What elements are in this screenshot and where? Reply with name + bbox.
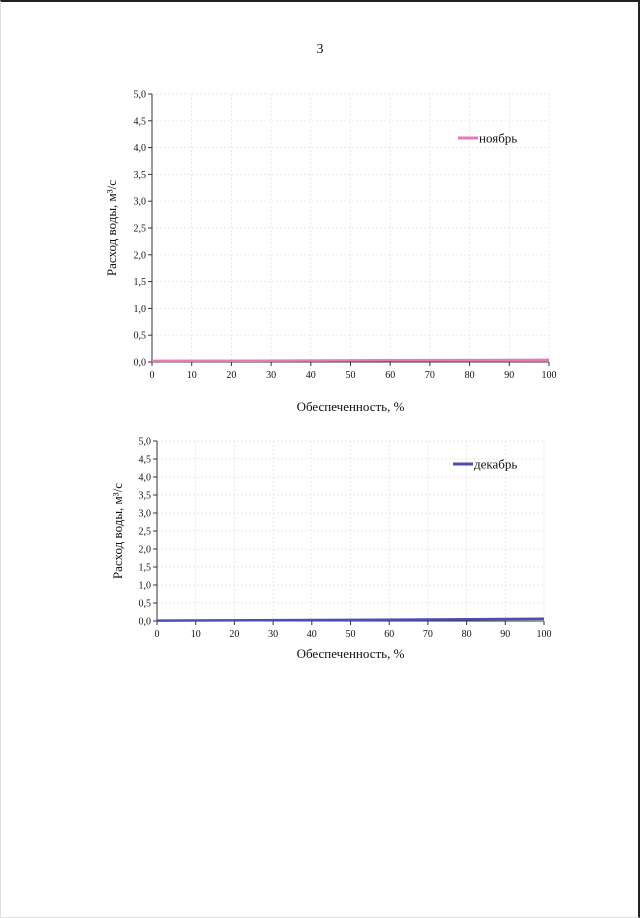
x-tick-label: 30 xyxy=(268,629,278,640)
x-axis-title: Обеспеченность, % xyxy=(297,399,405,414)
x-tick-label: 50 xyxy=(346,370,356,381)
x-tick-labels: 0 10 20 30 40 50 60 70 80 90 100 xyxy=(150,362,557,381)
x-tick-label: 100 xyxy=(542,370,557,381)
y-tick-labels: 0,0 0,5 1,0 1,5 2,0 2,5 3,0 3,5 4,0 4,5 5,0 xyxy=(139,437,157,628)
x-tick-label: 0 xyxy=(150,370,155,381)
x-tick-label: 90 xyxy=(500,629,510,640)
chart-series xyxy=(156,617,545,622)
x-tick-label: 50 xyxy=(346,629,356,640)
y-tick-label: 5,0 xyxy=(139,437,152,448)
x-tick-label: 60 xyxy=(384,629,394,640)
x-tick-label: 10 xyxy=(191,629,201,640)
series-line xyxy=(156,617,545,622)
x-tick-label: 0 xyxy=(155,629,160,640)
y-tick-label: 0,5 xyxy=(134,331,147,342)
x-tick-label: 70 xyxy=(423,629,433,640)
y-axis-title: Расход воды, м³/с xyxy=(104,180,119,276)
x-tick-labels: 0 10 20 30 40 50 60 70 80 90 100 xyxy=(155,621,552,640)
y-tick-label: 0,0 xyxy=(134,358,147,369)
x-tick-label: 20 xyxy=(226,370,236,381)
chart-december: 0,0 0,5 1,0 1,5 2,0 2,5 3,0 3,5 4,0 4,5 5,0 0 10 20 3… xyxy=(110,437,552,662)
x-tick-label: 20 xyxy=(229,629,239,640)
y-tick-label: 3,0 xyxy=(139,509,152,520)
x-tick-label: 40 xyxy=(306,370,316,381)
y-tick-label: 3,5 xyxy=(134,170,147,181)
x-tick-label: 10 xyxy=(187,370,197,381)
y-tick-label: 3,5 xyxy=(139,491,152,502)
y-tick-label: 4,0 xyxy=(139,473,152,484)
chart-series xyxy=(151,358,550,363)
x-tick-label: 40 xyxy=(307,629,317,640)
x-tick-label: 70 xyxy=(425,370,435,381)
y-tick-label: 2,5 xyxy=(134,224,147,235)
chart-legend: декабрь xyxy=(453,457,517,472)
x-tick-label: 60 xyxy=(385,370,395,381)
chart-november: 0,0 0,5 1,0 1,5 2,0 2,5 3,0 3,5 4,0 4,5 5,0 0 10 20 3… xyxy=(104,90,557,415)
page-number: 3 xyxy=(316,42,324,57)
y-tick-label: 1,0 xyxy=(139,581,152,592)
x-axis-title: Обеспеченность, % xyxy=(297,646,405,661)
legend-label: ноябрь xyxy=(479,131,517,146)
y-tick-label: 1,5 xyxy=(139,563,152,574)
x-tick-label: 100 xyxy=(537,629,552,640)
y-axis-title: Расход воды, м³/с xyxy=(110,483,125,579)
y-tick-label: 1,0 xyxy=(134,304,147,315)
y-tick-label: 0,5 xyxy=(139,599,152,610)
y-tick-label: 4,0 xyxy=(134,143,147,154)
x-tick-label: 90 xyxy=(504,370,514,381)
chart-legend: ноябрь xyxy=(458,131,517,146)
y-tick-label: 3,0 xyxy=(134,197,147,208)
y-tick-label: 0,0 xyxy=(139,617,152,628)
x-tick-label: 30 xyxy=(266,370,276,381)
y-tick-label: 2,5 xyxy=(139,527,152,538)
series-line xyxy=(151,358,550,363)
y-tick-label: 1,5 xyxy=(134,277,147,288)
chart-grid xyxy=(157,440,545,621)
legend-label: декабрь xyxy=(474,457,517,472)
y-tick-label: 4,5 xyxy=(139,455,152,466)
y-tick-labels: 0,0 0,5 1,0 1,5 2,0 2,5 3,0 3,5 4,0 4,5 5,0 xyxy=(134,90,152,369)
y-tick-label: 5,0 xyxy=(134,90,147,101)
y-tick-label: 2,0 xyxy=(134,250,147,261)
x-tick-label: 80 xyxy=(462,629,472,640)
y-tick-label: 2,0 xyxy=(139,545,152,556)
y-tick-label: 4,5 xyxy=(134,116,147,127)
x-tick-label: 80 xyxy=(465,370,475,381)
